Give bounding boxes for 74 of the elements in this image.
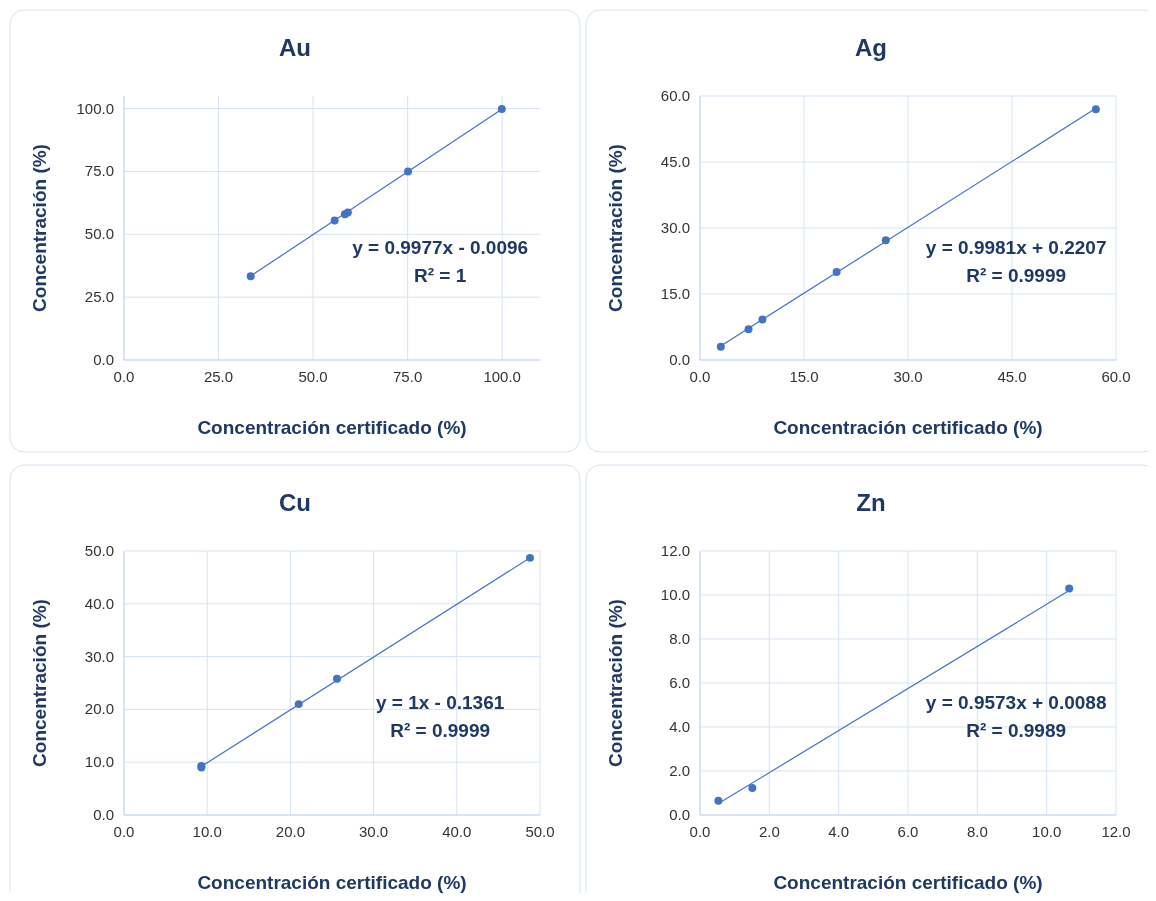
y-tick-label: 50.0 (84, 542, 114, 559)
x-tick-label: 0.0 (689, 368, 711, 385)
x-tick-label: 0.0 (113, 368, 135, 385)
y-tick-label: 4.0 (669, 718, 690, 735)
y-tick-label: 0.0 (93, 806, 114, 823)
y-tick-label: 30.0 (84, 647, 114, 665)
x-axis-title: Concentración certificado (%) (773, 417, 1043, 438)
y-tick-label: 0.0 (669, 351, 690, 368)
annotation: R² = 0.9999 (390, 720, 491, 742)
x-tick-label: 50.0 (298, 368, 328, 385)
point (497, 105, 506, 114)
annotation: R² = 1 (414, 265, 467, 287)
x-tick-label: 45.0 (997, 368, 1027, 385)
point (246, 272, 255, 281)
y-tick-label: 6.0 (669, 674, 690, 691)
x-tick-label: 6.0 (897, 823, 919, 840)
point (526, 553, 534, 562)
y-tick-label: 2.0 (669, 762, 690, 779)
y-tick-label: 100.0 (76, 99, 114, 117)
annotation: y = 1x - 0.1361 (375, 692, 505, 714)
x-tick-label: 20.0 (275, 823, 305, 840)
x-tick-label: 10.0 (1032, 823, 1062, 840)
x-tick-label: 30.0 (359, 823, 389, 840)
y-tick-label: 0.0 (93, 351, 114, 368)
y-tick-label: 45.0 (660, 153, 690, 170)
point (1065, 584, 1074, 593)
y-tick-label: 20.0 (84, 700, 114, 718)
chart-title: Cu (279, 489, 311, 516)
x-axis-title: Concentración certificado (%) (197, 872, 467, 893)
annotation: y = 0.9573x + 0.0088 (925, 692, 1107, 714)
x-tick-label: 12.0 (1101, 823, 1131, 840)
y-tick-label: 10.0 (660, 586, 690, 603)
chart-title: Ag (855, 34, 887, 61)
point (714, 796, 723, 805)
y-axis-title: Concentración (%) (29, 144, 50, 312)
annotation: y = 0.9977x - 0.0096 (352, 237, 529, 259)
x-tick-label: 60.0 (1101, 368, 1131, 385)
y-tick-label: 40.0 (84, 594, 114, 612)
y-tick-label: 30.0 (660, 219, 690, 236)
y-axis-title: Concentración (%) (29, 599, 50, 767)
point (748, 783, 757, 792)
y-axis-title: Concentración (%) (605, 599, 626, 767)
x-axis-title: Concentración certificado (%) (773, 872, 1043, 893)
x-tick-label: 25.0 (203, 368, 234, 385)
x-tick-label: 0.0 (113, 823, 135, 840)
y-tick-label: 25.0 (84, 288, 114, 306)
chart-title: Au (279, 34, 311, 61)
y-tick-label: 75.0 (84, 162, 114, 180)
x-tick-label: 40.0 (442, 823, 472, 840)
x-tick-label: 50.0 (525, 823, 555, 840)
x-tick-label: 4.0 (828, 823, 850, 840)
x-tick-label: 15.0 (789, 368, 819, 385)
y-tick-label: 10.0 (84, 753, 114, 771)
y-tick-label: 15.0 (660, 285, 690, 302)
x-tick-label: 10.0 (192, 823, 222, 840)
chart-title: Zn (856, 489, 886, 516)
y-tick-label: 12.0 (660, 542, 690, 559)
annotation: R² = 0.9989 (966, 720, 1067, 742)
y-axis-title: Concentración (%) (605, 144, 626, 312)
x-tick-label: 2.0 (758, 823, 780, 840)
x-tick-label: 0.0 (689, 823, 711, 840)
x-tick-label: 30.0 (893, 368, 923, 385)
y-tick-label: 60.0 (660, 87, 690, 104)
x-tick-label: 100.0 (483, 368, 521, 385)
annotation: R² = 0.9999 (966, 265, 1067, 287)
point (716, 342, 725, 351)
x-tick-label: 8.0 (966, 823, 988, 840)
x-tick-label: 75.0 (393, 368, 423, 385)
annotation: y = 0.9981x + 0.2207 (925, 237, 1107, 259)
y-tick-label: 8.0 (669, 630, 690, 647)
point (1091, 105, 1100, 114)
x-axis-title: Concentración certificado (%) (197, 417, 467, 438)
y-tick-label: 50.0 (84, 225, 114, 243)
y-tick-label: 0.0 (669, 806, 690, 823)
